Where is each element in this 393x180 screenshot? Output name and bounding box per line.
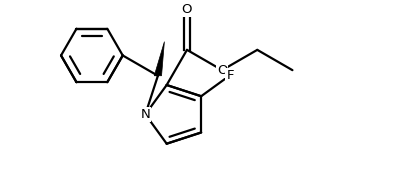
Text: O: O: [182, 3, 192, 16]
Text: F: F: [226, 69, 234, 82]
Text: N: N: [140, 108, 150, 121]
Polygon shape: [154, 42, 164, 76]
Text: O: O: [217, 64, 228, 77]
